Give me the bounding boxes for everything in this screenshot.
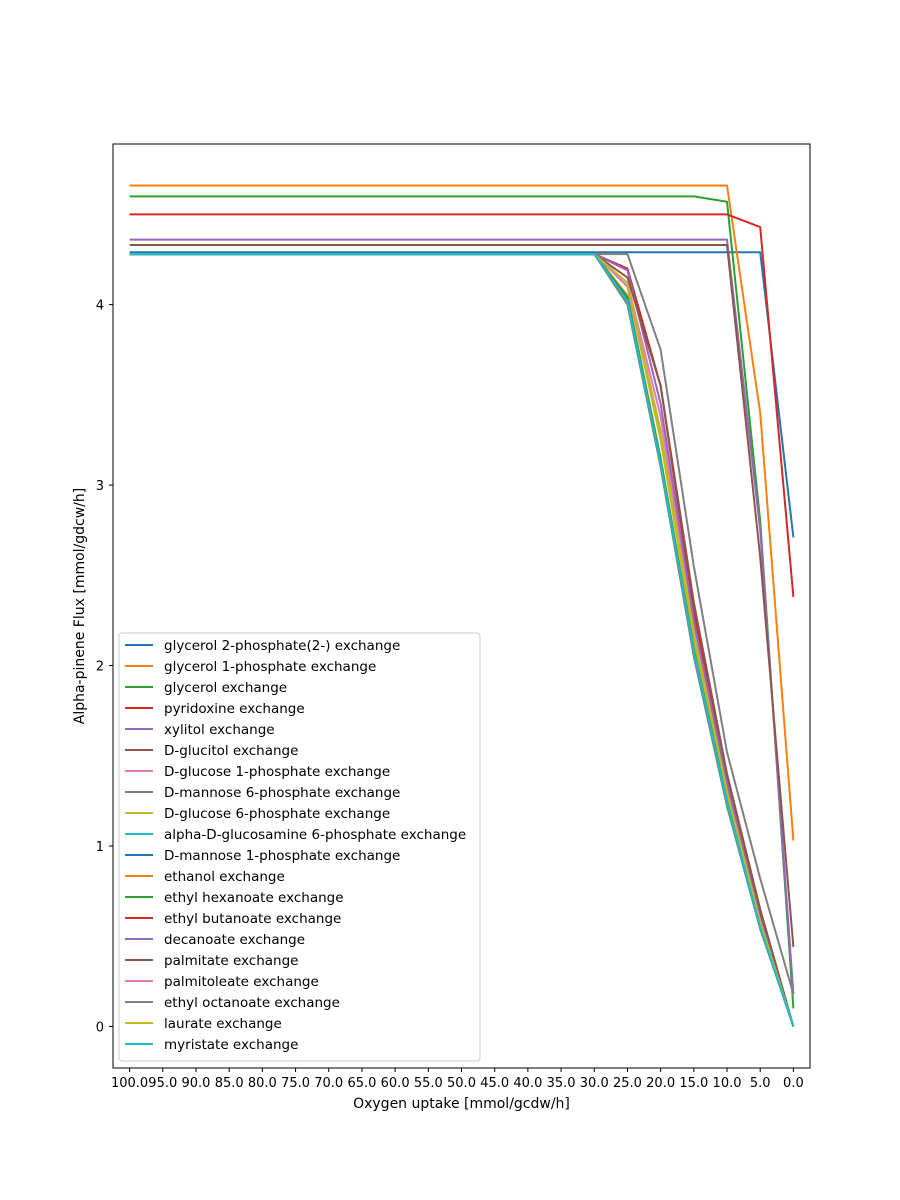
legend-entry-label: myristate exchange (164, 1037, 298, 1053)
series-line-1 (129, 251, 795, 538)
x-tick-label: 60.0 (381, 1076, 410, 1091)
x-tick-label: 95.0 (148, 1076, 177, 1091)
legend-entry-label: xylitol exchange (164, 722, 275, 738)
x-tick-label: 25.0 (613, 1076, 642, 1091)
series-line-20 (129, 253, 795, 1027)
x-tick-label: 10.0 (713, 1076, 742, 1091)
x-axis-ticks: 100.0 95.0 90.0 85.0 80.0 75.0 70.0 65.0 60.0 55.… (111, 1068, 804, 1091)
legend-entry-label: ethyl hexanoate exchange (164, 890, 344, 906)
series-line-6 (129, 244, 795, 948)
legend-entry-label: decanoate exchange (164, 932, 305, 948)
legend-entry-label: glycerol exchange (164, 680, 287, 696)
x-tick-label: 0.0 (783, 1076, 804, 1091)
series-line-5 (129, 238, 795, 995)
series-line-3 (129, 195, 795, 1009)
x-tick-label: 35.0 (547, 1076, 576, 1091)
y-tick-label: 4 (96, 299, 104, 314)
legend-entry-label: ethyl butanoate exchange (164, 911, 341, 927)
legend-entry-label: D-mannose 6-phosphate exchange (164, 785, 400, 801)
x-tick-label: 70.0 (314, 1076, 343, 1091)
series-line-2 (129, 184, 795, 841)
series-lines (129, 184, 795, 1027)
legend-entry-label: D-glucitol exchange (164, 743, 298, 759)
legend-entry-label: glycerol 1-phosphate exchange (164, 659, 376, 675)
legend: glycerol 2-phosphate(2-) exchange glycero… (118, 632, 481, 1062)
legend-entry-label: D-glucose 6-phosphate exchange (164, 806, 390, 822)
x-axis-label: Oxygen uptake [mmol/gcdw/h] (353, 1096, 570, 1112)
legend-entry-label: alpha-D-glucosamine 6-phosphate exchange (164, 827, 466, 843)
legend-entry-label: D-glucose 1-phosphate exchange (164, 764, 390, 780)
y-axis-ticks: 0 1 2 3 4 (96, 299, 113, 1035)
x-tick-label: 90.0 (181, 1076, 210, 1091)
legend-entry-label: laurate exchange (164, 1016, 282, 1032)
x-tick-label: 40.0 (513, 1076, 542, 1091)
x-tick-label: 15.0 (679, 1076, 708, 1091)
x-tick-label: 80.0 (248, 1076, 277, 1091)
legend-box (118, 632, 481, 1062)
x-tick-label: 55.0 (414, 1076, 443, 1091)
legend-entry-label: D-mannose 1-phosphate exchange (164, 848, 400, 864)
legend-entry-label: palmitoleate exchange (164, 974, 319, 990)
x-tick-label: 45.0 (480, 1076, 509, 1091)
x-tick-label: 65.0 (347, 1076, 376, 1091)
legend-entry-label: glycerol 2-phosphate(2-) exchange (164, 638, 400, 654)
x-tick-label: 75.0 (281, 1076, 310, 1091)
y-tick-label: 1 (96, 840, 104, 855)
legend-entry-label: ethanol exchange (164, 869, 285, 885)
x-tick-label: 30.0 (580, 1076, 609, 1091)
series-line-4 (129, 213, 795, 598)
x-tick-label: 5.0 (750, 1076, 771, 1091)
legend-entry-label: palmitate exchange (164, 953, 298, 969)
x-tick-label: 50.0 (447, 1076, 476, 1091)
legend-entry-label: ethyl octanoate exchange (164, 995, 340, 1011)
x-tick-label: 85.0 (215, 1076, 244, 1091)
x-tick-label: 100.0 (111, 1076, 148, 1091)
y-tick-label: 2 (96, 660, 104, 675)
y-tick-label: 0 (96, 1020, 104, 1035)
y-axis-label: Alpha-pinene Flux [mmol/gdcw/h] (72, 488, 88, 725)
legend-entry-label: pyridoxine exchange (164, 701, 305, 717)
y-tick-label: 3 (96, 479, 104, 494)
x-tick-label: 20.0 (646, 1076, 675, 1091)
